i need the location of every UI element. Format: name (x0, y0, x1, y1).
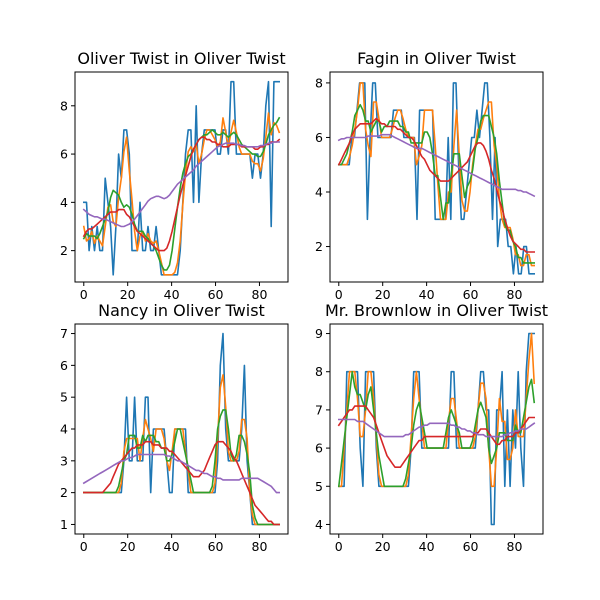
y-tick-label: 7 (60, 326, 68, 341)
subplot-fagin: 0 20 40 60 80 2 4 6 8 Fagin in Oliver Twist (315, 49, 544, 302)
y-tick-label: 6 (60, 358, 68, 373)
y-tick-label: 4 (315, 185, 323, 200)
x-tick-label: 60 (208, 539, 224, 554)
y-tick-label: 3 (60, 453, 68, 468)
series-line-smooth-5 (337, 103, 536, 264)
y-tick-label: 6 (315, 441, 323, 456)
x-tick-label: 60 (463, 287, 479, 302)
x-tick-label: 20 (120, 287, 136, 302)
x-tick-label: 40 (164, 539, 180, 554)
subplot-title: Oliver Twist in Oliver Twist (77, 49, 285, 68)
x-tick-label: 60 (208, 287, 224, 302)
x-tick-label: 20 (375, 539, 391, 554)
series-line-smooth-25 (82, 141, 281, 228)
x-tick-label: 40 (419, 539, 435, 554)
x-tick-label: 20 (120, 539, 136, 554)
x-tick-label: 80 (252, 287, 268, 302)
series-group (337, 332, 536, 526)
x-tick-label: 40 (419, 287, 435, 302)
series-line-smooth-25 (337, 133, 536, 198)
x-tick-label: 0 (335, 539, 343, 554)
y-tick-label: 5 (60, 390, 68, 405)
y-tick-label: 2 (60, 243, 68, 258)
series-group (82, 332, 281, 526)
subplot-nancy: 0 20 40 60 80 1 2 3 4 5 6 7 Nancy in Oliver Twist (60, 301, 289, 554)
series-line-smooth-25 (82, 453, 281, 494)
series-line-smooth-10 (337, 405, 536, 469)
x-tick-label: 60 (463, 539, 479, 554)
series-group (337, 82, 536, 275)
series-line-smooth-5 (337, 370, 536, 488)
series-line-smooth-5 (83, 409, 281, 526)
subplot-title: Nancy in Oliver Twist (98, 301, 265, 320)
y-tick-label: 5 (315, 479, 323, 494)
y-tick-label: 8 (315, 75, 323, 90)
y-tick-label: 8 (315, 364, 323, 379)
x-tick-label: 80 (507, 539, 523, 554)
plot-frame (74, 71, 289, 283)
y-tick-label: 9 (315, 326, 323, 341)
subplot-title: Mr. Brownlow in Oliver Twist (325, 301, 548, 320)
x-tick-label: 0 (80, 539, 88, 554)
y-tick-label: 8 (60, 98, 68, 113)
series-group (82, 80, 281, 276)
y-tick-label: 7 (315, 402, 323, 417)
subplot-oliver-twist: 0 20 40 60 80 2 4 6 8 Oliver Twist in Oliver Twis… (60, 49, 289, 302)
subplot-title: Fagin in Oliver Twist (357, 49, 516, 68)
y-tick-label: 6 (60, 147, 68, 162)
x-tick-label: 80 (507, 287, 523, 302)
series-line-smooth-3 (82, 112, 281, 276)
series-line-smooth-3 (337, 82, 536, 267)
x-tick-label: 80 (252, 539, 268, 554)
y-tick-label: 4 (315, 517, 323, 532)
series-line-smooth-10 (337, 117, 536, 253)
plot-frame (329, 71, 544, 283)
y-tick-label: 4 (60, 195, 68, 210)
x-tick-label: 0 (335, 287, 343, 302)
subplot-mr-brownlow: 0 20 40 60 80 4 5 6 7 8 9Mr. Brownlow in Oliver Tw… (315, 301, 548, 554)
y-tick-label: 1 (60, 517, 68, 532)
x-tick-label: 40 (164, 287, 180, 302)
y-tick-label: 4 (60, 422, 68, 437)
x-tick-label: 20 (375, 287, 391, 302)
x-tick-label: 0 (80, 287, 88, 302)
y-tick-label: 6 (315, 130, 323, 145)
plot-frame (329, 323, 544, 535)
series-line-smooth-25 (337, 418, 536, 438)
y-tick-label: 2 (60, 485, 68, 500)
y-tick-label: 2 (315, 239, 323, 254)
